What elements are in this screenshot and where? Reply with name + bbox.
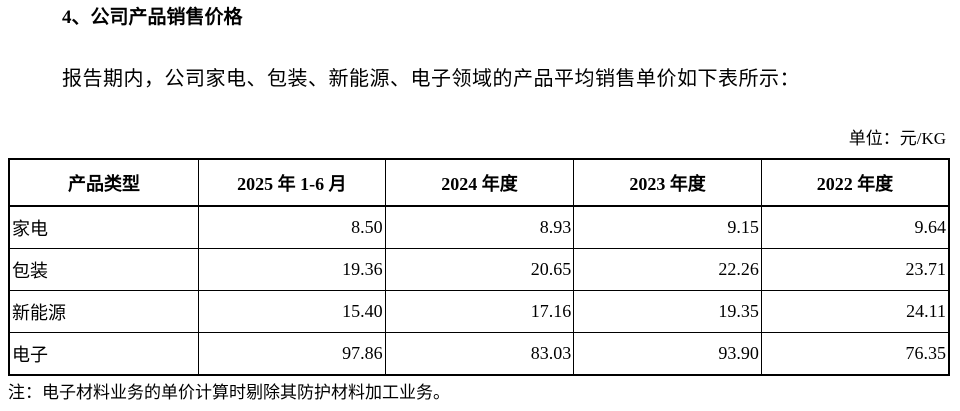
cell: 19.35 — [573, 290, 762, 333]
cell: 83.03 — [384, 332, 575, 376]
cell: 9.15 — [573, 205, 762, 249]
cell: 76.35 — [760, 332, 950, 376]
column-header: 产品类型 — [8, 158, 200, 207]
cell: 19.36 — [198, 248, 386, 291]
cell: 8.50 — [198, 205, 386, 249]
table-row: 包装 19.36 20.65 22.26 23.71 — [8, 248, 950, 291]
cell: 97.86 — [198, 332, 386, 376]
column-header: 2023 年度 — [573, 158, 762, 207]
cell: 20.65 — [384, 248, 575, 291]
section-title: 4、公司产品销售价格 — [62, 7, 243, 28]
row-label: 包装 — [8, 248, 200, 291]
footnote: 注：电子材料业务的单价计算时剔除其防护材料加工业务。 — [8, 383, 450, 402]
paragraph: 报告期内，公司家电、包装、新能源、电子领域的产品平均销售单价如下表所示： — [62, 68, 800, 90]
column-header: 2024 年度 — [384, 158, 575, 207]
header-row: 产品类型 2025 年 1-6 月 2024 年度 2023 年度 2022 年度 — [8, 158, 950, 207]
cell: 22.26 — [573, 248, 762, 291]
row-label: 家电 — [8, 205, 200, 249]
column-header: 2022 年度 — [760, 158, 950, 207]
price-table: 产品类型 2025 年 1-6 月 2024 年度 2023 年度 2022 年度 家电… — [8, 158, 950, 376]
cell: 8.93 — [384, 205, 575, 249]
unit-label: 单位：元/KG — [848, 129, 946, 148]
table-row: 家电 8.50 8.93 9.15 9.64 — [8, 205, 950, 249]
table-row: 电子 97.86 83.03 93.90 76.35 — [8, 332, 950, 376]
table-row: 新能源 15.40 17.16 19.35 24.11 — [8, 290, 950, 333]
row-label: 电子 — [8, 332, 200, 376]
column-header: 2025 年 1-6 月 — [198, 158, 386, 207]
table-body: 家电 8.50 8.93 9.15 9.64 包装 19.36 20.65 22.26 23.71… — [8, 205, 950, 376]
cell: 24.11 — [760, 290, 950, 333]
cell: 9.64 — [760, 205, 950, 249]
cell: 15.40 — [198, 290, 386, 333]
cell: 93.90 — [573, 332, 762, 376]
cell: 17.16 — [384, 290, 575, 333]
cell: 23.71 — [760, 248, 950, 291]
row-label: 新能源 — [8, 290, 200, 333]
